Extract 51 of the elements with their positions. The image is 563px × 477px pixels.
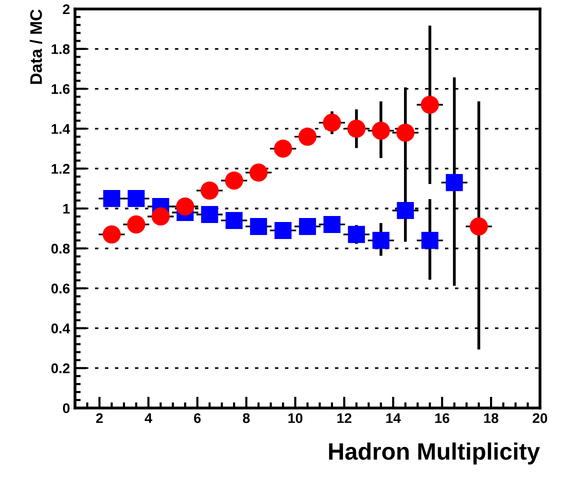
y-tick-label: 1: [63, 204, 70, 214]
y-tick-label: 2: [62, 4, 70, 14]
point: [103, 190, 120, 208]
point: [250, 164, 268, 182]
y-tick-label: 0: [62, 403, 70, 414]
x-tick-label: 16: [435, 413, 450, 424]
point: [347, 120, 366, 138]
y-tick-label: 1.8: [52, 44, 70, 54]
point: [127, 215, 146, 234]
point: [322, 114, 342, 132]
x-tick-label: 4: [144, 413, 152, 423]
x-tick-label: 10: [288, 413, 302, 424]
point: [274, 140, 292, 158]
point: [396, 124, 414, 142]
point: [470, 217, 488, 236]
x-tick-label: 8: [242, 413, 250, 424]
y-tick-label: 1.2: [52, 164, 70, 174]
point: [372, 122, 390, 140]
point: [421, 232, 438, 249]
x-axis-title: Hadron Multiplicity: [329, 442, 540, 464]
point: [200, 181, 219, 200]
point: [201, 206, 218, 223]
point: [298, 128, 317, 146]
point: [152, 207, 170, 226]
x-tick-label: 6: [194, 413, 201, 424]
x-tick-label: 20: [532, 413, 548, 424]
point: [348, 226, 365, 243]
point: [274, 222, 292, 239]
point: [225, 172, 244, 190]
point: [226, 212, 243, 229]
point: [396, 202, 414, 219]
point: [372, 232, 390, 249]
y-tick-label: 0.8: [51, 244, 70, 254]
y-tick-label: 1.6: [52, 84, 70, 94]
point: [446, 174, 463, 192]
x-tick-label: 14: [386, 413, 401, 423]
point: [102, 225, 121, 244]
point: [176, 197, 194, 216]
point: [250, 218, 268, 235]
point: [323, 216, 340, 233]
y-tick-label: 1.4: [52, 124, 70, 134]
y-tick-label: 0.6: [51, 284, 70, 294]
x-tick-label: 18: [484, 413, 498, 424]
point: [420, 96, 439, 114]
y-axis-title: Data / MC: [30, 9, 42, 84]
x-tick-label: 12: [337, 413, 352, 423]
y-tick-label: 0.4: [51, 324, 70, 334]
point: [298, 218, 316, 235]
y-tick-label: 0.2: [51, 363, 70, 374]
x-tick-label: 2: [96, 413, 103, 423]
point: [128, 190, 145, 208]
